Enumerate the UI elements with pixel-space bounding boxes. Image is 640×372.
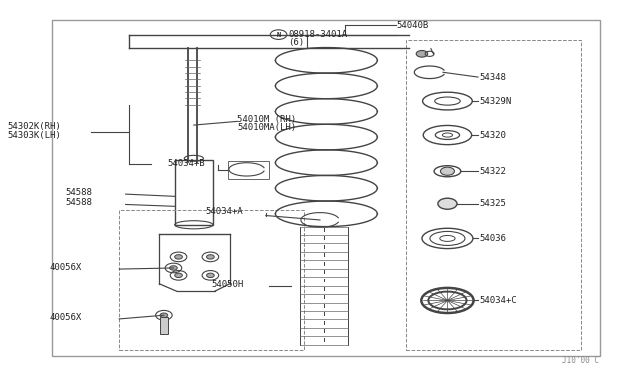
Text: 54010MA(LH): 54010MA(LH) bbox=[237, 123, 296, 132]
Circle shape bbox=[270, 30, 287, 39]
Bar bbox=[175, 160, 213, 225]
Bar bbox=[406, 40, 581, 350]
Circle shape bbox=[440, 167, 454, 175]
Text: 40056X: 40056X bbox=[49, 313, 81, 322]
Text: 54303K(LH): 54303K(LH) bbox=[8, 131, 61, 140]
Text: N: N bbox=[276, 32, 281, 38]
Text: 54040B: 54040B bbox=[396, 21, 429, 30]
Text: 54320: 54320 bbox=[479, 131, 506, 140]
Text: 40056X: 40056X bbox=[49, 263, 81, 272]
Bar bbox=[119, 210, 304, 350]
Text: J10'00 C: J10'00 C bbox=[562, 356, 599, 365]
Text: 54010M (RH): 54010M (RH) bbox=[237, 115, 296, 124]
Text: 54588: 54588 bbox=[65, 188, 92, 197]
Text: 54348: 54348 bbox=[479, 73, 506, 81]
Bar bbox=[160, 317, 168, 334]
Text: 54036: 54036 bbox=[479, 234, 506, 243]
Text: 54329N: 54329N bbox=[479, 97, 511, 106]
Text: (6): (6) bbox=[288, 38, 304, 46]
Bar bbox=[52, 20, 600, 356]
Circle shape bbox=[175, 273, 182, 278]
Text: 08918-3401A: 08918-3401A bbox=[288, 30, 348, 39]
Text: 54588: 54588 bbox=[65, 199, 92, 208]
Circle shape bbox=[416, 51, 428, 57]
Text: 54050H: 54050H bbox=[212, 280, 244, 289]
Circle shape bbox=[207, 255, 214, 259]
Text: 54302K(RH): 54302K(RH) bbox=[8, 122, 61, 131]
Circle shape bbox=[160, 313, 168, 317]
Text: 54325: 54325 bbox=[479, 199, 506, 208]
Circle shape bbox=[175, 255, 182, 259]
Ellipse shape bbox=[438, 198, 457, 209]
Circle shape bbox=[207, 273, 214, 278]
Text: 54034+C: 54034+C bbox=[479, 296, 517, 305]
Bar bbox=[228, 161, 269, 179]
Text: 54034+A: 54034+A bbox=[205, 207, 243, 217]
Text: 54322: 54322 bbox=[479, 167, 506, 176]
Text: 54034+B: 54034+B bbox=[167, 158, 205, 168]
Circle shape bbox=[170, 266, 177, 270]
